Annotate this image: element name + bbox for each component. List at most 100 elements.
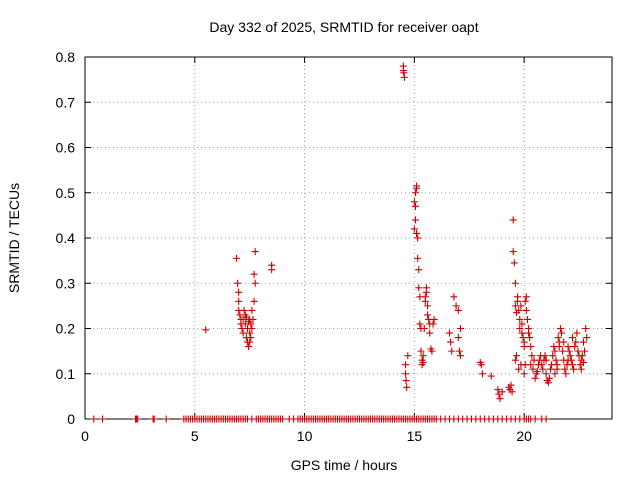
- data-point: [564, 343, 572, 351]
- y-tick-label: 0.8: [56, 49, 76, 65]
- data-point: [239, 329, 247, 337]
- data-point: [552, 356, 560, 364]
- data-point: [542, 370, 550, 378]
- chart-title: Day 332 of 2025, SRMTID for receiver oap…: [209, 19, 478, 35]
- x-tick-label: 5: [191, 428, 199, 444]
- data-point: [400, 69, 408, 77]
- x-tick-label: 0: [81, 428, 89, 444]
- data-point: [426, 329, 434, 337]
- data-point: [509, 248, 517, 256]
- data-point: [90, 415, 98, 423]
- scatter-points: [90, 62, 591, 423]
- y-tick-label: 0.3: [56, 275, 76, 291]
- data-point: [520, 370, 528, 378]
- data-point: [416, 320, 424, 328]
- data-point: [402, 377, 410, 385]
- x-tick-label: 10: [297, 428, 313, 444]
- data-point: [235, 297, 243, 305]
- data-point: [568, 334, 576, 342]
- data-point: [526, 334, 534, 342]
- data-point: [579, 338, 587, 346]
- data-point: [556, 325, 564, 332]
- data-point: [498, 388, 506, 396]
- data-point: [251, 248, 259, 256]
- data-point: [566, 352, 574, 360]
- data-point: [248, 306, 256, 314]
- data-point: [415, 266, 423, 274]
- x-axis-label: GPS time / hours: [291, 457, 398, 473]
- data-point: [487, 372, 495, 380]
- data-point: [245, 343, 253, 351]
- data-point: [520, 343, 528, 351]
- data-point: [507, 381, 515, 389]
- y-tick-label: 0.5: [56, 185, 76, 201]
- y-axis-label: SRMTID / TECUs: [6, 183, 22, 293]
- data-point: [522, 306, 530, 314]
- data-point: [516, 325, 524, 332]
- data-point: [242, 313, 250, 321]
- data-point: [250, 270, 258, 278]
- data-point: [582, 325, 590, 332]
- data-point: [515, 365, 523, 373]
- data-point: [415, 284, 423, 292]
- x-tick-label: 20: [516, 428, 532, 444]
- y-tick-label: 0.4: [56, 230, 76, 246]
- data-point: [544, 379, 552, 387]
- data-point: [245, 318, 253, 326]
- data-point: [455, 347, 463, 355]
- data-point: [448, 347, 456, 355]
- data-point: [516, 315, 524, 323]
- data-point: [279, 415, 287, 423]
- data-point: [572, 338, 580, 346]
- data-point: [574, 347, 582, 355]
- data-point: [400, 73, 408, 81]
- data-point: [162, 415, 170, 423]
- data-point: [417, 347, 425, 355]
- data-point: [446, 329, 454, 337]
- data-point: [477, 361, 485, 369]
- data-point: [246, 329, 254, 337]
- data-point: [522, 293, 530, 301]
- data-point: [410, 198, 418, 206]
- data-point: [452, 302, 460, 310]
- data-point: [428, 347, 436, 355]
- data-point: [496, 395, 504, 403]
- data-point: [551, 370, 559, 378]
- data-point: [413, 229, 421, 237]
- data-point: [454, 334, 462, 342]
- data-point: [542, 356, 550, 364]
- data-point: [528, 352, 536, 360]
- data-point: [519, 334, 527, 342]
- data-point: [514, 297, 522, 305]
- data-point: [561, 365, 569, 373]
- data-point: [511, 356, 519, 364]
- data-point: [512, 352, 520, 360]
- data-point: [411, 189, 419, 197]
- data-point: [545, 374, 553, 382]
- data-point: [250, 297, 258, 305]
- data-point: [539, 365, 547, 373]
- y-tick-label: 0: [67, 411, 75, 427]
- data-point: [404, 352, 412, 360]
- data-point: [447, 338, 455, 346]
- data-point: [557, 329, 565, 337]
- data-point: [533, 367, 541, 375]
- data-point: [581, 347, 589, 355]
- data-point: [134, 415, 142, 423]
- data-point: [150, 415, 158, 423]
- data-point: [525, 325, 533, 332]
- data-point: [559, 347, 567, 355]
- data-point: [509, 216, 517, 224]
- data-point: [551, 347, 559, 355]
- data-point: [268, 266, 276, 274]
- data-point: [233, 254, 241, 262]
- data-point: [527, 361, 535, 369]
- y-tick-label: 0.1: [56, 366, 76, 382]
- data-point: [411, 216, 419, 224]
- data-point: [517, 302, 525, 310]
- data-point: [478, 370, 486, 378]
- data-point: [251, 279, 259, 287]
- data-point: [538, 361, 546, 369]
- data-point: [562, 370, 570, 378]
